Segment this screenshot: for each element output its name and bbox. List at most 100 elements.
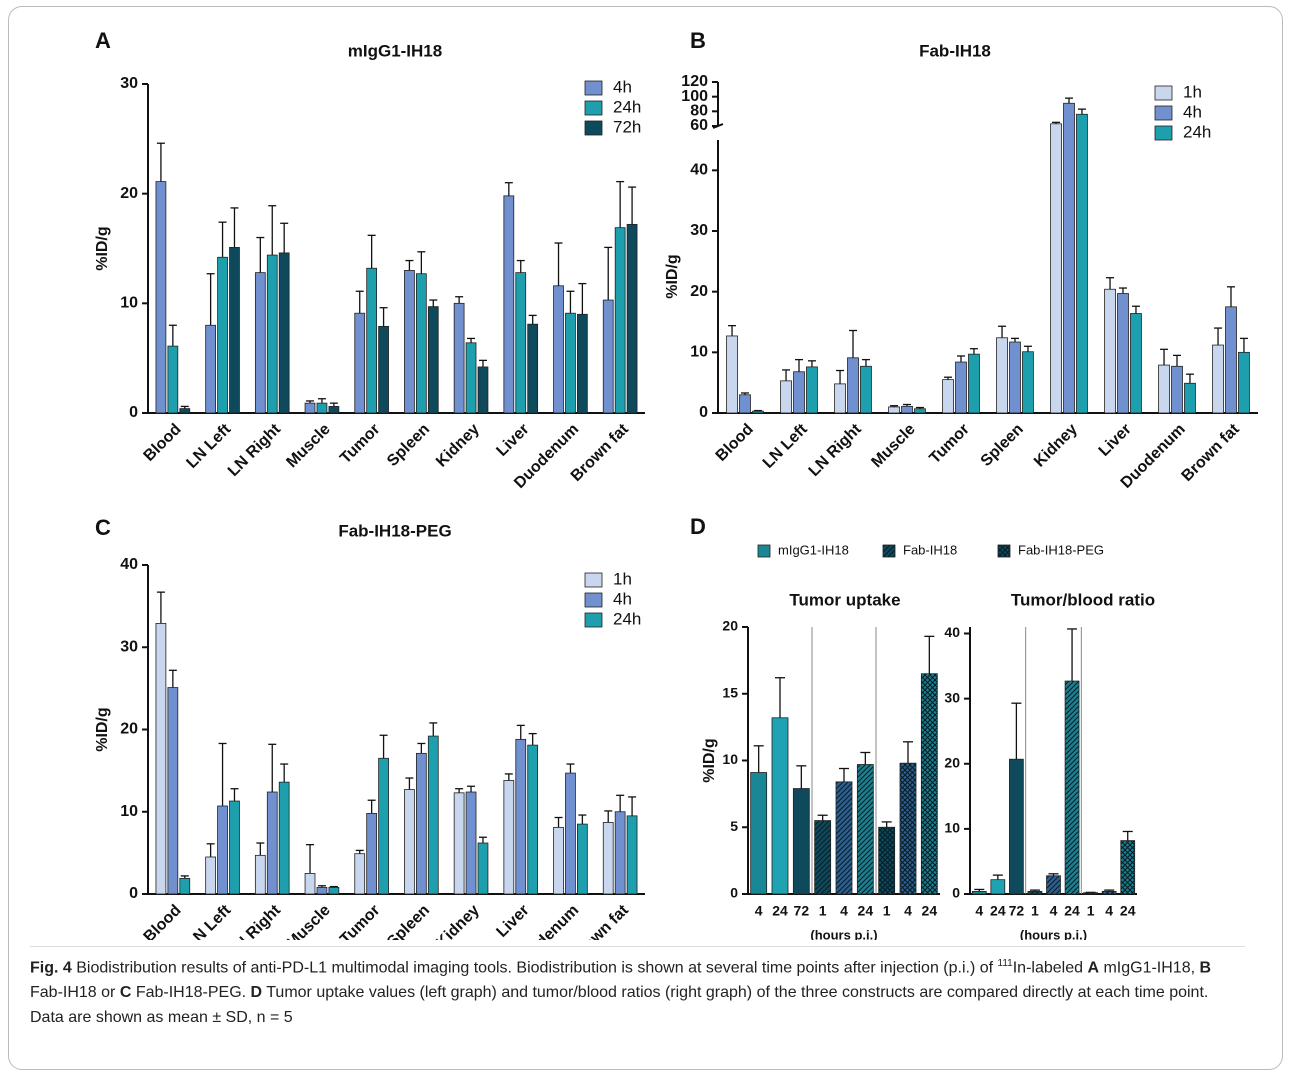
bar	[1027, 890, 1043, 895]
y-tick-label: 10	[690, 344, 708, 361]
bar	[453, 792, 465, 895]
x-tick-label: Tumor	[926, 421, 972, 467]
x-tick-label: LN Left	[183, 420, 234, 471]
x-tick-label: Brown fat	[1179, 420, 1244, 485]
legend-label: Fab-IH18-PEG	[1018, 542, 1104, 557]
bar	[316, 402, 328, 414]
bar	[328, 887, 340, 895]
y-tick-label: 30	[120, 75, 138, 92]
bar	[726, 335, 738, 414]
bar	[404, 789, 415, 895]
bar	[155, 622, 167, 895]
bar	[304, 873, 316, 895]
x-tick-label: LN Left	[183, 901, 234, 940]
bar	[1171, 365, 1183, 414]
bar	[1009, 758, 1024, 895]
panel-label: A	[95, 28, 111, 53]
bar	[1050, 123, 1062, 414]
y-tick-label: 60	[690, 117, 708, 134]
y-axis-label: %ID/g	[94, 707, 111, 751]
x-tick-label: Kidney	[1031, 421, 1081, 471]
chart-title: Tumor uptake	[789, 590, 900, 609]
caption-text: D	[250, 984, 263, 1002]
x-tick-label: Tumor	[337, 421, 383, 467]
bar	[602, 822, 614, 895]
bar	[888, 406, 900, 414]
x-tick-label: 4	[1105, 903, 1113, 919]
bar	[602, 299, 614, 414]
x-tick-label: 4	[840, 903, 848, 919]
bar	[254, 272, 266, 414]
figure-frame	[8, 6, 1283, 1070]
bar	[1117, 293, 1129, 414]
bar	[971, 890, 987, 895]
bar	[553, 826, 564, 895]
bar	[814, 820, 832, 895]
bar	[378, 325, 389, 414]
y-axis-label: %ID/g	[664, 254, 681, 298]
legend-label: 24h	[1183, 122, 1211, 141]
bar	[553, 285, 564, 414]
caption-text: Fab-IH18 or	[30, 984, 120, 1002]
bar	[415, 752, 427, 895]
bar	[899, 762, 917, 895]
legend-label: 72h	[613, 117, 641, 136]
y-tick-label: 100	[681, 88, 708, 105]
bar	[366, 812, 378, 895]
x-tick-label: Liver	[493, 902, 532, 940]
caption: Fig. 4 Biodistribution results of anti-P…	[30, 946, 1245, 1030]
bar	[1064, 680, 1080, 895]
bar	[527, 744, 539, 895]
bar	[179, 408, 191, 414]
x-tick-label: Blood	[141, 902, 185, 940]
y-tick-label: 5	[730, 818, 738, 834]
bar	[205, 324, 216, 414]
x-tick-label: 4	[904, 903, 912, 919]
legend-label: 1h	[1183, 82, 1202, 101]
bar	[806, 366, 818, 414]
x-tick-label: 24	[1120, 903, 1136, 919]
x-tick-label: Liver	[493, 421, 532, 460]
bar	[626, 815, 638, 895]
bar	[217, 256, 228, 414]
x-tick-label: 72	[794, 903, 810, 919]
x-tick-label: 72	[1009, 903, 1025, 919]
bar	[515, 272, 527, 414]
bar	[856, 764, 874, 895]
bar	[1212, 344, 1224, 414]
x-tick-label: 24	[990, 903, 1006, 919]
bar	[205, 856, 216, 895]
y-tick-label: 30	[690, 222, 708, 239]
caption-text: A	[1087, 959, 1100, 977]
bar	[378, 757, 389, 895]
bar	[920, 673, 938, 895]
bar	[229, 800, 240, 895]
legend-label: 4h	[613, 77, 632, 96]
bar	[167, 687, 179, 895]
bar	[565, 772, 576, 895]
bar	[1184, 382, 1196, 414]
legend-swatch	[584, 572, 603, 588]
x-tick-label: Blood	[141, 421, 185, 465]
bar	[427, 735, 439, 895]
bar	[942, 379, 954, 414]
legend-swatch	[997, 544, 1011, 558]
x-tick-label: LN Left	[760, 420, 811, 471]
bar	[835, 781, 853, 895]
bar	[266, 791, 278, 895]
bar	[503, 195, 515, 414]
panel-label: B	[690, 28, 706, 53]
bar	[614, 227, 626, 414]
bar	[278, 781, 290, 895]
x-tick-label: 4	[975, 903, 983, 919]
caption-text: 111	[997, 958, 1013, 969]
y-tick-label: 20	[722, 618, 738, 634]
legend-label: mIgG1-IH18	[778, 542, 849, 557]
bar	[750, 772, 768, 895]
bar	[1120, 840, 1136, 895]
y-tick-label: 40	[944, 624, 960, 640]
bar	[1022, 351, 1034, 414]
bar	[1225, 306, 1237, 414]
bar	[990, 879, 1006, 895]
